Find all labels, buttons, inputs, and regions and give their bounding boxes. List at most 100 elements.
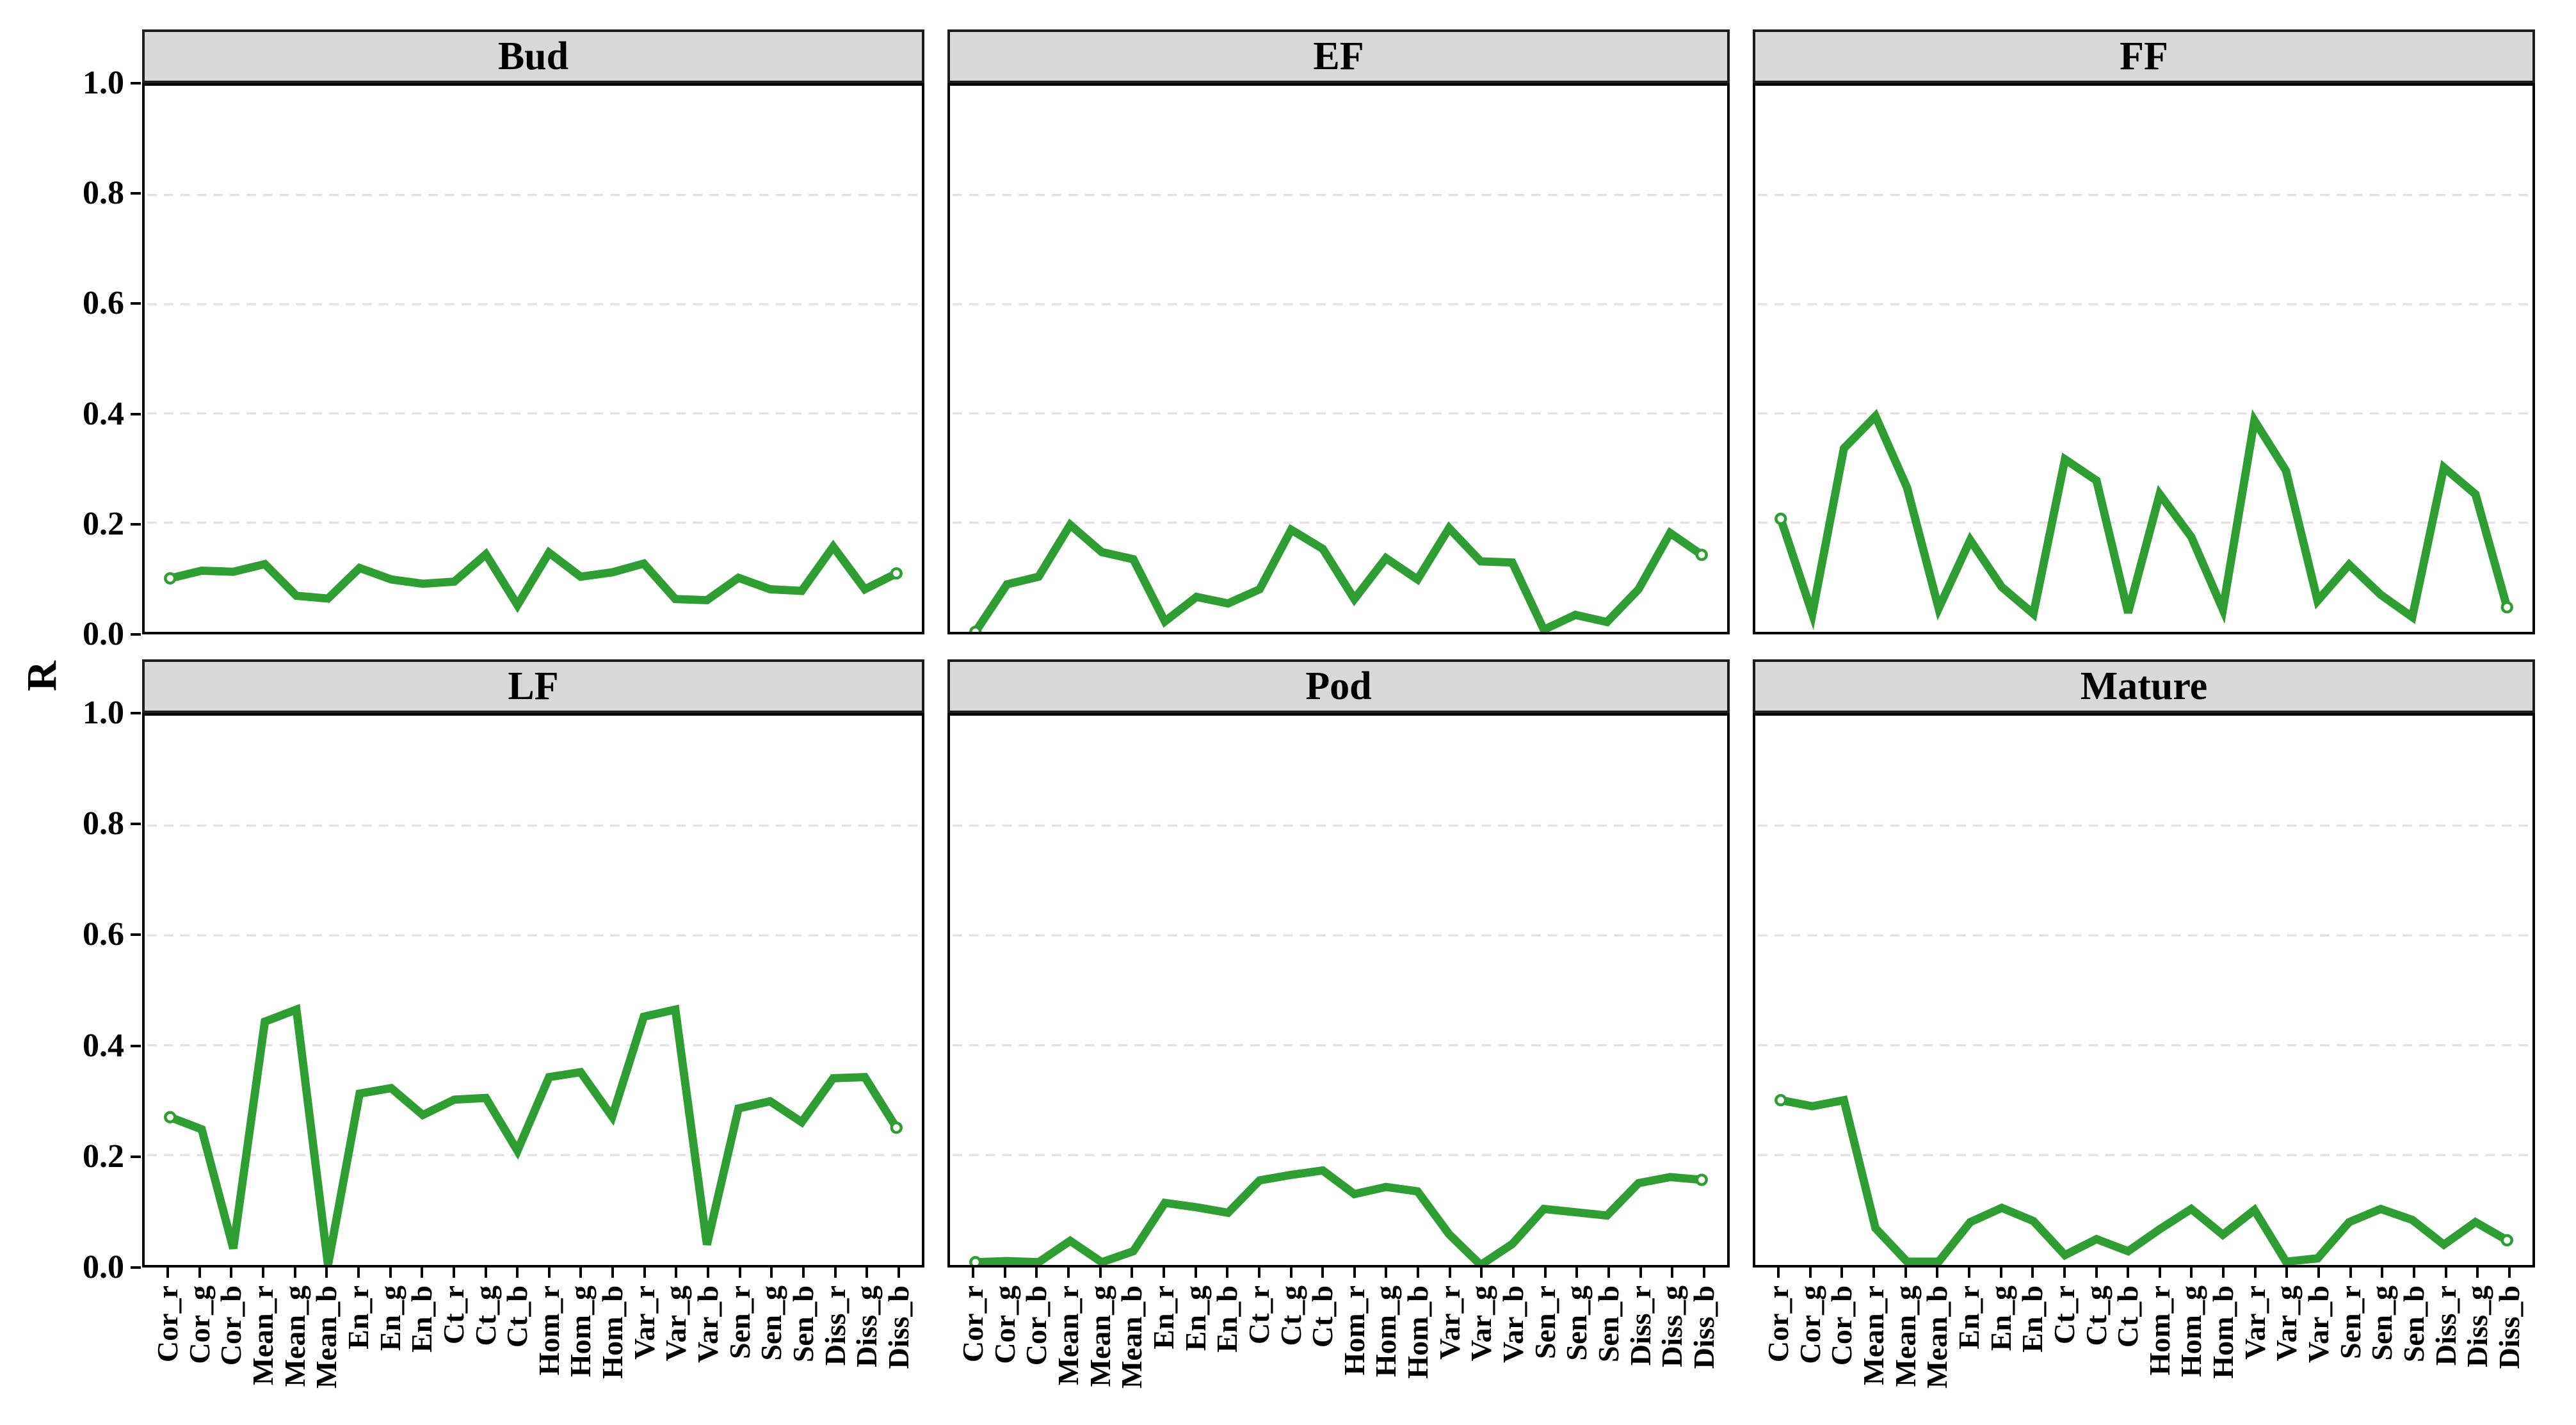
x-tick-mark [1808, 1268, 1812, 1278]
x-tick-mark [2031, 1268, 2034, 1278]
x-tick-label: Cor_g [1793, 1285, 1826, 1364]
x-tick-label: Var_b [2302, 1285, 2335, 1363]
facet-panel-bud: Bud [142, 29, 924, 634]
x-tick-mark [1840, 1268, 1844, 1278]
plot-area [1753, 713, 2535, 1268]
x-tick-mark [2095, 1268, 2098, 1278]
x-tick-label: Ct_r [1242, 1285, 1275, 1344]
endpoint-marker [1695, 1173, 1708, 1186]
facet-strip: Mature [1753, 659, 2535, 713]
facet-strip: EF [947, 29, 1730, 83]
x-tick-label: Hom_g [564, 1285, 597, 1378]
x-tick-label: Diss_g [850, 1285, 883, 1367]
x-tick-mark [357, 1268, 360, 1278]
x-tick-label: En_g [373, 1285, 407, 1351]
facet-strip: Bud [142, 29, 924, 83]
x-tick-mark [198, 1268, 201, 1278]
facet-plot-pod [952, 824, 1725, 1265]
x-tick-label: En_r [1952, 1285, 1985, 1349]
x-tick-label: Diss_r [1623, 1285, 1657, 1366]
x-tick-label: Cor_g [988, 1285, 1021, 1364]
x-tick-label: Ct_r [2047, 1285, 2081, 1344]
x-tick-label: Cor_r [956, 1285, 989, 1363]
x-tick-mark [230, 1268, 233, 1278]
x-tick-label: Var_g [1465, 1285, 1498, 1362]
facet-panel-ef: EF [947, 29, 1730, 634]
x-tick-mark [1904, 1268, 1907, 1278]
y-tick-label: 0.0 [83, 1249, 124, 1285]
x-tick-label: Sen_b [2397, 1285, 2431, 1363]
x-tick-label: En_b [405, 1285, 439, 1353]
x-tick-mark [1448, 1268, 1451, 1278]
y-tick-label: 0.2 [83, 1138, 124, 1175]
y-tick-mark [131, 933, 141, 937]
x-tick-label: Diss_r [818, 1285, 851, 1366]
x-tick-mark [1194, 1268, 1197, 1278]
x-tick-label: Hom_b [1401, 1285, 1435, 1379]
facet-plot-lf [147, 824, 920, 1265]
x-tick-mark [1967, 1268, 1970, 1278]
x-tick-label: En_g [1984, 1285, 2017, 1351]
x-tick-label: Mean_g [1888, 1285, 1922, 1387]
x-tick-mark [833, 1268, 837, 1278]
x-tick-mark [389, 1268, 392, 1278]
y-tick-mark [131, 302, 141, 305]
x-tick-label: Sen_r [2333, 1285, 2367, 1359]
x-tick-mark [1512, 1268, 1515, 1278]
data-line-mature [1780, 1095, 2509, 1265]
y-tick-label: 0.6 [83, 285, 124, 322]
x-tick-mark [2508, 1268, 2511, 1278]
x-tick-mark [1035, 1268, 1038, 1278]
y-tick-label: 0.4 [83, 395, 124, 432]
facet-strip-title: FF [2120, 35, 2168, 78]
x-tick-mark [675, 1268, 678, 1278]
data-line-bud [169, 539, 899, 613]
x-tick-label: Var_b [691, 1285, 725, 1363]
x-tick-mark [643, 1268, 646, 1278]
x-tick-mark [579, 1268, 583, 1278]
x-tick-mark [2063, 1268, 2066, 1278]
x-tick-mark [484, 1268, 487, 1278]
x-tick-label: Mean_g [278, 1285, 311, 1387]
y-tick-mark [131, 1044, 141, 1047]
x-tick-label: Hom_g [1369, 1285, 1403, 1378]
y-tick-mark [131, 1266, 141, 1269]
endpoint-marker [890, 567, 903, 580]
y-tick-mark [131, 712, 141, 714]
x-tick-mark [2253, 1268, 2257, 1278]
x-tick-mark [1226, 1268, 1229, 1278]
x-tick-label: Cor_r [1762, 1285, 1794, 1363]
x-tick-mark [1999, 1268, 2002, 1278]
x-tick-mark [802, 1268, 805, 1278]
facet-strip: Pod [947, 659, 1730, 713]
x-tick-mark [2158, 1268, 2161, 1278]
x-tick-label: Ct_g [1274, 1285, 1307, 1346]
y-tick-mark [131, 192, 141, 195]
x-tick-mark [1872, 1268, 1875, 1278]
x-tick-mark [1777, 1268, 1780, 1278]
y-tick-mark [131, 1155, 141, 1158]
x-tick-mark [1480, 1268, 1483, 1278]
x-tick-label: En_g [1179, 1285, 1212, 1351]
x-tick-label: Hom_r [1337, 1285, 1371, 1376]
x-tick-mark [2349, 1268, 2352, 1278]
x-tick-label: Sen_b [787, 1285, 820, 1363]
x-tick-mark [1257, 1268, 1260, 1278]
facet-panel-ff: FF [1753, 29, 2535, 634]
x-tick-label: Hom_r [532, 1285, 565, 1376]
x-tick-mark [1003, 1268, 1006, 1278]
y-tick-label: 1.0 [83, 65, 124, 101]
endpoint-marker [969, 625, 982, 632]
plot-area [142, 83, 924, 634]
y-tick-label: 0.8 [83, 805, 124, 842]
x-tick-label: Diss_b [882, 1285, 915, 1369]
facet-plot-bud [147, 193, 920, 613]
x-tick-mark [2190, 1268, 2193, 1278]
facet-strip-title: Bud [497, 35, 569, 78]
x-tick-mark [452, 1268, 455, 1278]
x-tick-mark [898, 1268, 900, 1278]
x-tick-mark [2381, 1268, 2384, 1278]
endpoint-marker [890, 1121, 903, 1134]
x-tick-label: Cor_b [1825, 1285, 1858, 1366]
x-tick-mark [1162, 1268, 1165, 1278]
